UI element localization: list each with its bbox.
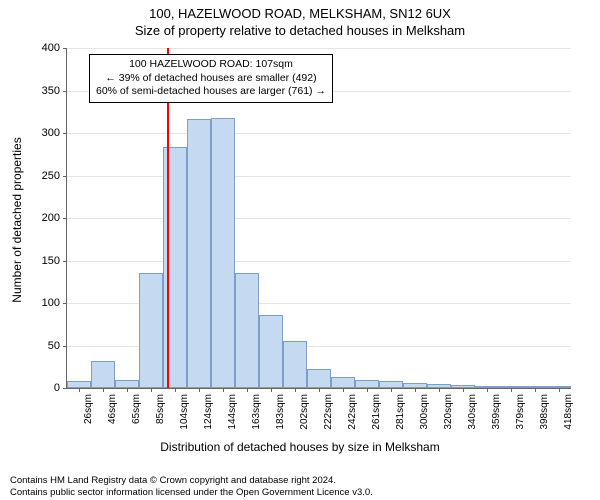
xtick-label: 85sqm: [155, 394, 166, 424]
ytick-mark: [63, 176, 67, 177]
xtick-mark: [319, 388, 320, 392]
bar: [67, 381, 91, 388]
chart-container: 100, HAZELWOOD ROAD, MELKSHAM, SN12 6UX …: [0, 0, 600, 500]
xtick-mark: [175, 388, 176, 392]
xtick-mark: [559, 388, 560, 392]
ytick-label: 400: [0, 42, 60, 54]
xtick-mark: [511, 388, 512, 392]
gridline: [67, 176, 571, 177]
ytick-mark: [63, 133, 67, 134]
xtick-label: 46sqm: [107, 394, 118, 424]
xtick-label: 183sqm: [275, 394, 286, 430]
xtick-mark: [295, 388, 296, 392]
footer-attribution: Contains HM Land Registry data © Crown c…: [0, 475, 600, 498]
xtick-mark: [103, 388, 104, 392]
ytick-label: 300: [0, 127, 60, 139]
gridline: [67, 218, 571, 219]
bar: [235, 273, 259, 388]
xtick-mark: [391, 388, 392, 392]
xtick-mark: [247, 388, 248, 392]
ytick-label: 50: [0, 340, 60, 352]
chart-title-line1: 100, HAZELWOOD ROAD, MELKSHAM, SN12 6UX: [0, 0, 600, 21]
ytick-label: 150: [0, 255, 60, 267]
xtick-label: 379sqm: [515, 394, 526, 430]
xtick-label: 163sqm: [251, 394, 262, 430]
annotation-box: 100 HAZELWOOD ROAD: 107sqm← 39% of detac…: [89, 54, 333, 103]
bar: [331, 377, 355, 388]
footer-line1: Contains HM Land Registry data © Crown c…: [10, 475, 600, 486]
bar: [187, 119, 211, 388]
xtick-label: 398sqm: [539, 394, 550, 430]
chart-title-line2: Size of property relative to detached ho…: [0, 21, 600, 38]
ytick-label: 0: [0, 382, 60, 394]
annotation-line: ← 39% of detached houses are smaller (49…: [96, 72, 326, 86]
gridline: [67, 261, 571, 262]
xtick-label: 124sqm: [203, 394, 214, 430]
xtick-label: 144sqm: [227, 394, 238, 430]
xtick-label: 261sqm: [371, 394, 382, 430]
bar: [379, 381, 403, 388]
ytick-label: 100: [0, 297, 60, 309]
x-axis-title: Distribution of detached houses by size …: [0, 440, 600, 454]
xtick-label: 26sqm: [83, 394, 94, 424]
xtick-label: 65sqm: [131, 394, 142, 424]
ytick-mark: [63, 303, 67, 304]
xtick-mark: [367, 388, 368, 392]
ytick-mark: [63, 388, 67, 389]
ytick-mark: [63, 346, 67, 347]
xtick-mark: [439, 388, 440, 392]
ytick-label: 350: [0, 85, 60, 97]
ytick-mark: [63, 48, 67, 49]
xtick-label: 242sqm: [347, 394, 358, 430]
ytick-label: 250: [0, 170, 60, 182]
xtick-label: 104sqm: [179, 394, 190, 430]
bar: [139, 273, 163, 388]
bar: [211, 118, 235, 388]
xtick-mark: [199, 388, 200, 392]
xtick-mark: [463, 388, 464, 392]
xtick-mark: [79, 388, 80, 392]
xtick-mark: [487, 388, 488, 392]
xtick-mark: [271, 388, 272, 392]
footer-line2: Contains public sector information licen…: [10, 487, 600, 498]
gridline: [67, 48, 571, 49]
bar: [283, 341, 307, 388]
ytick-label: 200: [0, 212, 60, 224]
xtick-label: 359sqm: [491, 394, 502, 430]
bar: [355, 380, 379, 389]
annotation-line: 60% of semi-detached houses are larger (…: [96, 85, 326, 99]
xtick-mark: [151, 388, 152, 392]
bar: [307, 369, 331, 388]
plot-region: 26sqm46sqm65sqm85sqm104sqm124sqm144sqm16…: [66, 48, 571, 389]
ytick-mark: [63, 218, 67, 219]
xtick-mark: [535, 388, 536, 392]
xtick-label: 202sqm: [299, 394, 310, 430]
bar: [91, 361, 115, 388]
xtick-label: 340sqm: [467, 394, 478, 430]
xtick-mark: [127, 388, 128, 392]
chart-area: 26sqm46sqm65sqm85sqm104sqm124sqm144sqm16…: [66, 48, 570, 388]
xtick-mark: [415, 388, 416, 392]
annotation-line: 100 HAZELWOOD ROAD: 107sqm: [96, 58, 326, 72]
xtick-label: 418sqm: [563, 394, 574, 430]
xtick-label: 300sqm: [419, 394, 430, 430]
bar: [115, 380, 139, 389]
xtick-label: 281sqm: [395, 394, 406, 430]
xtick-mark: [343, 388, 344, 392]
ytick-mark: [63, 261, 67, 262]
gridline: [67, 133, 571, 134]
bar: [259, 315, 283, 388]
ytick-mark: [63, 91, 67, 92]
xtick-label: 320sqm: [443, 394, 454, 430]
xtick-mark: [223, 388, 224, 392]
xtick-label: 222sqm: [323, 394, 334, 430]
